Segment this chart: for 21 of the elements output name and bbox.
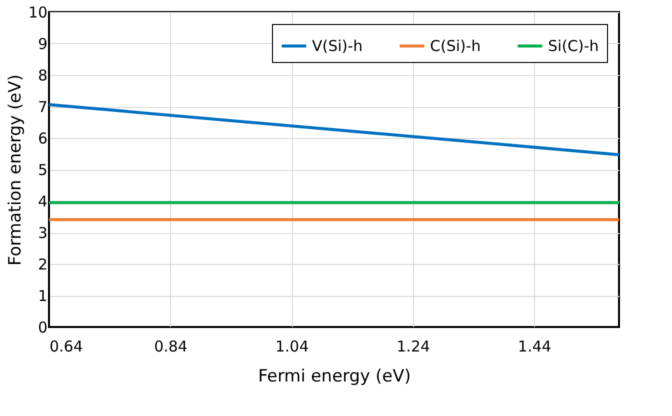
y-tick-label: 9: [38, 35, 48, 53]
legend-label: C(Si)-h: [430, 37, 481, 55]
x-tick-label: 1.04: [275, 338, 309, 356]
y-tick-label: 6: [38, 130, 48, 148]
x-axis-title: Fermi energy (eV): [258, 366, 411, 386]
x-tick-label: 0.84: [154, 338, 188, 356]
y-tick-label: 2: [38, 256, 48, 274]
y-tick-label: 3: [38, 224, 48, 242]
y-tick-label: 0: [38, 318, 48, 336]
y-tick-label: 10: [28, 4, 48, 22]
y-tick-label: 8: [38, 66, 48, 84]
x-tick-label: 1.24: [396, 338, 430, 356]
y-tick-label: 7: [38, 98, 48, 116]
legend-label: Si(C)-h: [548, 37, 599, 55]
legend-label: V(Si)-h: [312, 37, 363, 55]
y-tick-label: 5: [38, 161, 48, 179]
x-tick-label: 1.44: [518, 338, 552, 356]
x-tick-label: 0.64: [50, 338, 83, 356]
y-axis-title: Formation energy (eV): [5, 74, 26, 266]
y-tick-label: 1: [38, 287, 48, 305]
y-tick-label: 4: [38, 192, 48, 210]
